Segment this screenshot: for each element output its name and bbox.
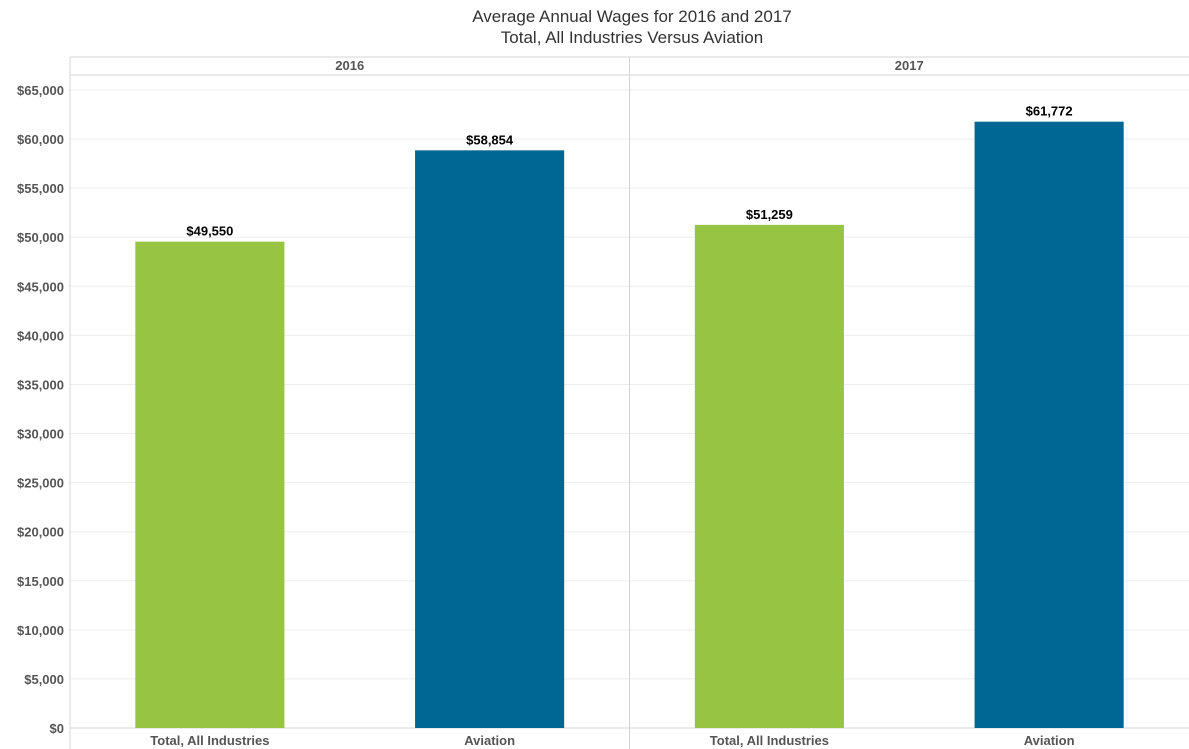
data-label: $51,259 bbox=[746, 207, 793, 222]
y-tick-label: $65,000 bbox=[17, 83, 64, 98]
data-label: $61,772 bbox=[1026, 104, 1073, 119]
y-tick-label: $60,000 bbox=[17, 132, 64, 147]
y-tick-label: $30,000 bbox=[17, 427, 64, 442]
y-tick-label: $55,000 bbox=[17, 181, 64, 196]
data-label: $58,854 bbox=[466, 132, 514, 147]
data-label: $49,550 bbox=[186, 224, 233, 239]
panel-header-0: 2016 bbox=[335, 58, 364, 73]
y-tick-label: $35,000 bbox=[17, 377, 64, 392]
bar bbox=[974, 121, 1124, 728]
bar bbox=[415, 150, 565, 729]
y-tick-label: $5,000 bbox=[24, 672, 64, 687]
x-tick-label: Aviation bbox=[464, 733, 515, 748]
chart-title: Average Annual Wages for 2016 and 2017 bbox=[472, 7, 791, 26]
x-tick-label: Aviation bbox=[1024, 733, 1075, 748]
y-tick-label: $0 bbox=[50, 721, 64, 736]
y-tick-label: $15,000 bbox=[17, 574, 64, 589]
bar bbox=[135, 241, 285, 728]
y-tick-label: $50,000 bbox=[17, 230, 64, 245]
y-tick-label: $10,000 bbox=[17, 623, 64, 638]
bar bbox=[694, 224, 844, 728]
y-tick-label: $40,000 bbox=[17, 328, 64, 343]
y-tick-label: $25,000 bbox=[17, 476, 64, 491]
y-tick-label: $45,000 bbox=[17, 279, 64, 294]
x-tick-label: Total, All Industries bbox=[710, 733, 829, 748]
plot-area: $0 $5,000 $10,000 $15,000 $20,000 $25,000 $30,… bbox=[17, 56, 1189, 749]
chart-subtitle: Total, All Industries Versus Aviation bbox=[501, 28, 763, 47]
panel-header-1: 2017 bbox=[895, 58, 924, 73]
x-tick-label: Total, All Industries bbox=[150, 733, 269, 748]
y-tick-label: $20,000 bbox=[17, 525, 64, 540]
